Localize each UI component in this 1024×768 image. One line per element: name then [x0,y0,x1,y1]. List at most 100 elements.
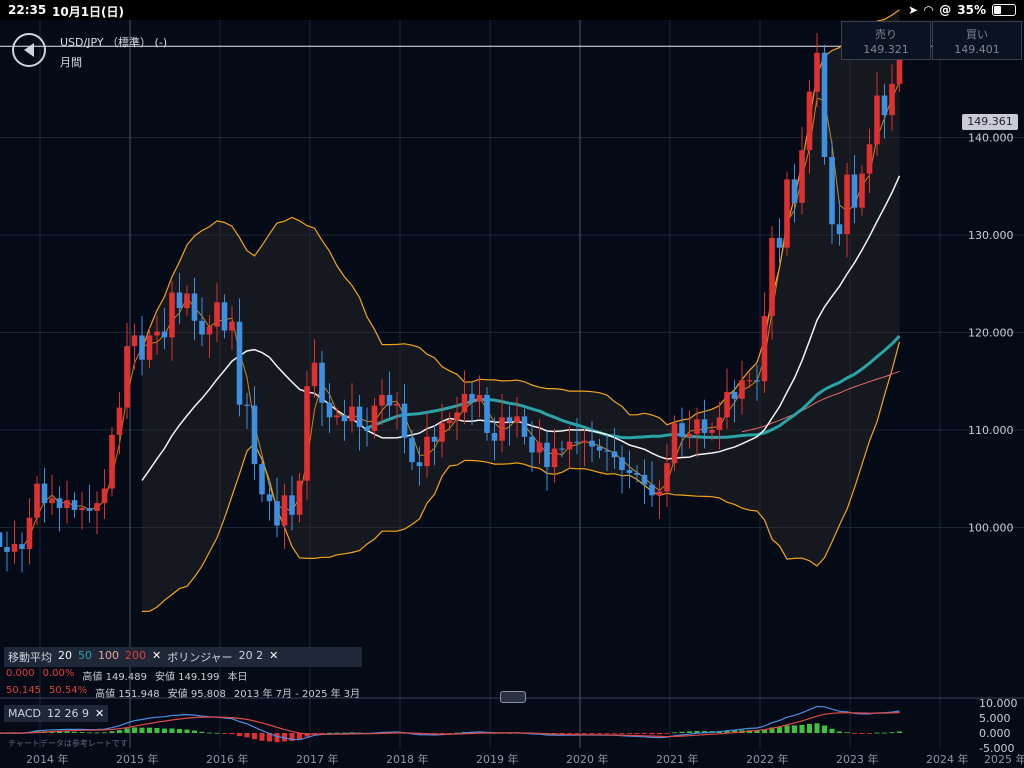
macd-histogram-bar [259,733,265,741]
candle-body [334,415,340,418]
macd-signal-line [0,711,900,738]
macd-histogram-bar [169,728,175,733]
macd-histogram-bar [762,729,767,733]
candle-body [259,464,265,495]
time-axis-label: 2025 年 [984,752,1024,766]
candle-body [476,394,483,402]
price-axis-label: 110.000 [968,424,1014,437]
chart-area[interactable] [0,20,1024,768]
sell-label: 売り [875,28,897,41]
candle-body [296,480,303,515]
macd-histogram-bar [124,728,130,733]
macd-histogram-bar [897,731,902,733]
macd-histogram-bar [619,733,625,734]
close-macd-icon[interactable]: ✕ [94,707,105,720]
candle-body [754,380,760,382]
macd-histogram-bar [874,732,880,734]
candle-body [874,95,880,145]
panel-resize-handle[interactable] [500,691,526,703]
macd-histogram-bar [79,732,85,733]
candle-body [199,320,205,335]
macd-histogram-bar [222,733,227,734]
candle-body [289,495,295,515]
macd-histogram-bar [334,732,340,734]
macd-histogram-bar [649,733,655,735]
macd-histogram-bar [199,731,205,733]
macd-histogram-bar [274,733,280,743]
macd-histogram-bar [214,732,220,734]
buy-label: 買い [966,28,988,41]
back-button[interactable] [12,33,46,67]
buy-quote-button[interactable]: 買い 149.401 [932,21,1022,60]
macd-histogram-bar [657,733,662,735]
time-axis-label: 2017 年 [296,752,339,766]
candle-body [656,491,663,496]
current-price-tag: 149.361 [962,114,1018,130]
close-bollinger-icon[interactable]: ✕ [269,649,279,662]
macd-histogram-bar [72,731,77,733]
macd-histogram-bar [117,730,122,733]
close-ma-icon[interactable]: ✕ [152,649,162,662]
candle-body [806,91,813,151]
macd-histogram-bar [567,733,572,734]
macd-histogram-bar [192,730,197,733]
candle-body [274,501,280,526]
ma-label: 移動平均 [8,651,52,664]
candle-body [49,498,55,504]
macd-histogram-bar [724,730,730,733]
candle-body [116,407,123,435]
macd-histogram-bar [612,733,617,734]
candle-body [769,237,775,316]
macd-histogram-bar [327,732,332,734]
buy-price: 149.401 [954,43,1000,56]
time-axis-label: 2020 年 [566,752,609,766]
candle-body [574,441,580,443]
time-axis-label: 2018 年 [386,752,429,766]
candle-body [619,457,625,470]
candle-body [281,495,288,526]
macd-histogram-bar [439,733,445,734]
macd-histogram-bar [837,731,842,733]
today-label: 本日 [227,672,248,683]
stats-row-range: 50.145 50.54% 高値 151.948 安値 95.808 2013 … [4,684,362,701]
change-value: 0.000 [6,668,35,679]
macd-histogram-bar [454,732,460,734]
candle-body [0,532,3,547]
candle-body [416,462,423,467]
sell-quote-button[interactable]: 売り 149.321 [841,21,931,60]
candle-body [611,451,618,458]
battery-icon [992,4,1016,16]
indicator-settings-row[interactable]: 移動平均 20 50 100 200 ✕ ボリンジャー 20 2 ✕ [4,647,363,667]
macd-histogram-bar [229,733,235,735]
candle-body [836,224,843,235]
candle-body [454,412,460,421]
macd-params: 12 26 9 [46,707,89,720]
candle-body [536,442,543,453]
candle-body [184,293,190,309]
macd-histogram-bar [109,731,115,733]
range-change-value: 50.145 [6,685,41,696]
macd-histogram-bar [132,727,137,733]
time-axis-label: 2015 年 [116,752,159,766]
candle-body [394,403,400,406]
candle-body [814,52,820,92]
macd-histogram-bar [634,733,640,734]
macd-histogram-bar [664,733,670,734]
macd-histogram-bar [57,731,62,733]
candle-body [356,406,363,428]
candle-body [386,394,393,406]
candle-body [859,173,865,208]
macd-histogram-bar [859,733,865,734]
candle-body [364,427,370,431]
candle-body [551,448,558,468]
candle-body [124,346,130,408]
candle-body [409,437,415,463]
candle-body [34,483,40,518]
candle-body [401,403,408,438]
location-icon: ➤ [907,3,919,17]
bollinger-params: 20 2 [238,649,264,662]
range-period: 2013 年 7月 - 2025 年 3月 [233,689,361,700]
macd-legend[interactable]: MACD 12 26 9 ✕ [4,705,109,722]
candle-body [349,406,355,422]
